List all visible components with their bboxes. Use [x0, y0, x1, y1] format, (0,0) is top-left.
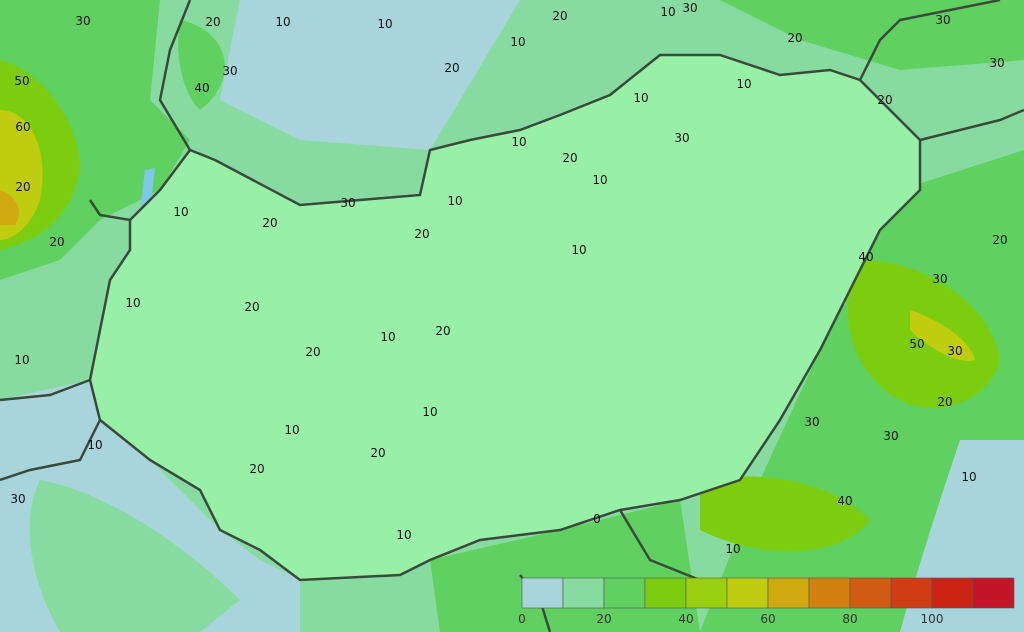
legend-bin: [849, 577, 892, 609]
contour-label: 10: [87, 438, 102, 452]
contour-label: 20: [414, 227, 429, 241]
contour-label: 30: [340, 196, 355, 210]
legend-tick: 80: [842, 612, 857, 626]
contour-label: 10: [571, 243, 586, 257]
legend-bin: [972, 577, 1015, 609]
contour-label: 10: [660, 5, 675, 19]
legend-bin: [890, 577, 933, 609]
contour-label: 10: [377, 17, 392, 31]
contour-label: 20: [49, 235, 64, 249]
contour-label: 10: [725, 542, 740, 556]
legend-bin: [521, 577, 564, 609]
contour-label: 20: [992, 233, 1007, 247]
legend-bin: [603, 577, 646, 609]
contour-label: 60: [15, 120, 30, 134]
contour-label: 10: [125, 296, 140, 310]
field-west-max: [0, 190, 20, 225]
contour-label: 30: [932, 272, 947, 286]
legend-tick: 100: [921, 612, 944, 626]
field-south-west-mid: [29, 480, 240, 632]
legend-bin: [644, 577, 687, 609]
legend-bin: [562, 577, 605, 609]
legend-bin: [685, 577, 728, 609]
legend: 0 20 40 60 80 100: [518, 577, 1015, 626]
field-east-peak: [910, 310, 975, 361]
contour-label: 10: [275, 15, 290, 29]
contour-label: 10: [284, 423, 299, 437]
legend-tick: 20: [596, 612, 611, 626]
contour-label: 30: [682, 1, 697, 15]
field-south-east: [700, 476, 870, 552]
contour-label: 10: [592, 173, 607, 187]
contour-label: 30: [935, 13, 950, 27]
contour-label: 50: [909, 337, 924, 351]
contour-label: 30: [989, 56, 1004, 70]
legend-bin: [931, 577, 974, 609]
contour-label: 10: [736, 77, 751, 91]
legend-tick: 0: [518, 612, 526, 626]
contour-label: 10: [380, 330, 395, 344]
contour-label: 30: [883, 429, 898, 443]
field-north-east: [720, 0, 1024, 70]
contour-label: 40: [837, 494, 852, 508]
contour-label: 50: [14, 74, 29, 88]
legend-bin: [808, 577, 851, 609]
contour-label: 20: [877, 93, 892, 107]
contour-label: 30: [10, 492, 25, 506]
contour-label: 10: [396, 528, 411, 542]
contour-label: 20: [15, 180, 30, 194]
contour-label: 20: [262, 216, 277, 230]
contour-label: 30: [947, 344, 962, 358]
contour-label: 10: [173, 205, 188, 219]
contour-label: 30: [75, 14, 90, 28]
contour-label: 20: [562, 151, 577, 165]
contour-label: 20: [435, 324, 450, 338]
contour-label: 20: [937, 395, 952, 409]
contour-label: 40: [194, 81, 209, 95]
contour-label: 20: [552, 9, 567, 23]
contour-label: 20: [444, 61, 459, 75]
contour-label: 0: [593, 512, 601, 526]
contour-label: 10: [422, 405, 437, 419]
contour-label: 20: [305, 345, 320, 359]
legend-bin: [726, 577, 769, 609]
contour-label: 10: [447, 194, 462, 208]
legend-tick: 60: [760, 612, 775, 626]
contour-label: 40: [858, 250, 873, 264]
contour-label: 10: [961, 470, 976, 484]
field-north-west: [178, 20, 225, 110]
contour-labels: 30 20 10 10 20 10 30 20 40 30 50 20 60 10 20 30 30 20 10 10…: [10, 1, 1007, 556]
contour-label: 20: [370, 446, 385, 460]
contour-label: 20: [205, 15, 220, 29]
contour-label: 30: [674, 131, 689, 145]
contour-label: 20: [787, 31, 802, 45]
contour-label: 10: [633, 91, 648, 105]
contour-label: 30: [804, 415, 819, 429]
contour-label: 20: [249, 462, 264, 476]
contour-label: 10: [510, 35, 525, 49]
contour-label: 10: [511, 135, 526, 149]
legend-tick: 40: [678, 612, 693, 626]
contour-label: 20: [244, 300, 259, 314]
field-north-dry: [220, 0, 520, 150]
contour-label: 30: [222, 64, 237, 78]
contour-label: 10: [14, 353, 29, 367]
lake-west: [140, 168, 155, 212]
legend-bin: [767, 577, 810, 609]
